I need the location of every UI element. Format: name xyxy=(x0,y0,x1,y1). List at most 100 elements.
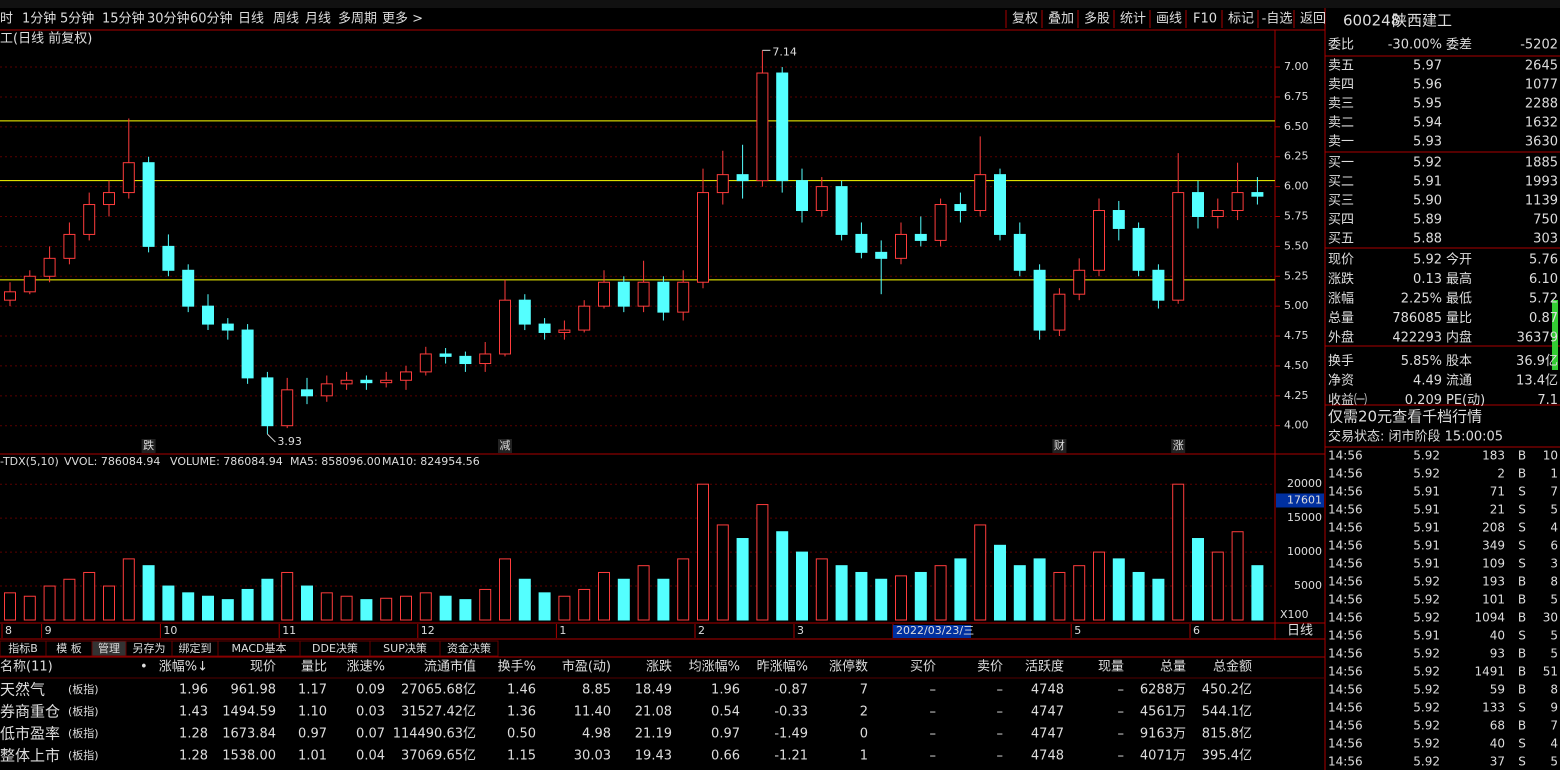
table-cell[interactable]: 1.36 xyxy=(507,705,536,720)
table-header[interactable]: 市盈(动) xyxy=(562,659,611,675)
table-header[interactable]: 涨速% xyxy=(347,660,385,675)
table-cell[interactable]: 0.54 xyxy=(711,705,740,720)
table-cell[interactable]: -1.49 xyxy=(774,727,808,742)
table-cell[interactable]: 0.07 xyxy=(356,727,385,742)
table-cell[interactable]: 27065.68亿 xyxy=(401,683,476,698)
period-button[interactable]: 15分钟 xyxy=(102,11,145,27)
period-button[interactable]: 多周期 xyxy=(338,11,377,27)
table-cell[interactable]: 0 xyxy=(860,727,868,742)
table-cell[interactable]: 1.28 xyxy=(179,749,208,764)
table-cell[interactable]: – xyxy=(930,683,937,698)
tool-button[interactable]: 统计 xyxy=(1120,12,1146,27)
table-cell[interactable]: – xyxy=(1118,683,1125,698)
table-header[interactable]: 现量 xyxy=(1098,660,1124,675)
period-button[interactable]: 60分钟 xyxy=(190,11,233,27)
tab-label[interactable]: 指标B xyxy=(8,641,38,655)
tool-button[interactable]: F10 xyxy=(1193,12,1217,27)
table-cell[interactable]: 0.04 xyxy=(356,749,385,764)
table-header[interactable]: 活跃度 xyxy=(1025,659,1064,675)
table-cell[interactable]: 4561万 xyxy=(1140,705,1186,720)
event-marker[interactable] xyxy=(141,439,156,453)
table-cell[interactable]: 31527.42亿 xyxy=(401,705,476,720)
table-header[interactable]: 换手% xyxy=(498,660,536,675)
table-header[interactable]: 买价 xyxy=(910,660,936,675)
table-cell[interactable]: 7 xyxy=(860,683,868,698)
table-cell[interactable]: 961.98 xyxy=(231,683,277,698)
tool-button[interactable]: 标记 xyxy=(1228,12,1254,27)
table-cell[interactable]: 11.40 xyxy=(574,705,611,720)
table-header[interactable]: 均涨幅% xyxy=(689,660,740,675)
tab-label[interactable]: DDE决策 xyxy=(312,641,358,655)
table-cell[interactable]: 0.50 xyxy=(507,727,536,742)
table-cell[interactable]: – xyxy=(930,705,937,720)
table-header[interactable]: 涨幅%↓ xyxy=(159,660,208,675)
period-button[interactable]: 5分钟 xyxy=(60,11,94,27)
table-cell[interactable]: 1673.84 xyxy=(222,727,276,742)
tool-button[interactable]: 复权 xyxy=(1012,11,1038,27)
table-cell[interactable]: 4747 xyxy=(1031,705,1064,720)
table-cell[interactable]: 544.1亿 xyxy=(1202,705,1252,720)
table-cell[interactable]: 1.01 xyxy=(298,749,327,764)
table-header[interactable]: 现价 xyxy=(250,660,276,675)
table-cell[interactable]: 1.43 xyxy=(179,705,208,720)
table-cell[interactable]: 114490.63亿 xyxy=(393,727,476,742)
tab-label[interactable]: 资金决策 xyxy=(447,641,491,655)
table-cell[interactable]: – xyxy=(997,705,1004,720)
table-cell[interactable]: 0.97 xyxy=(298,727,327,742)
table-cell[interactable]: 395.4亿 xyxy=(1202,749,1252,764)
period-button[interactable]: 周线 xyxy=(273,12,299,27)
table-cell[interactable]: 6288万 xyxy=(1140,683,1186,698)
table-cell[interactable]: – xyxy=(930,727,937,742)
table-cell[interactable]: – xyxy=(1118,705,1125,720)
table-header[interactable]: 涨跌 xyxy=(646,659,672,675)
period-button[interactable]: 1分钟 xyxy=(22,11,56,27)
table-cell[interactable]: 1.28 xyxy=(179,727,208,742)
tool-button[interactable]: -自选 xyxy=(1262,12,1293,27)
table-cell[interactable]: 0.66 xyxy=(711,749,740,764)
table-header[interactable]: 总金额 xyxy=(1213,659,1252,675)
table-header[interactable]: 卖价 xyxy=(977,660,1003,675)
tab-label[interactable]: MACD基本 xyxy=(232,641,287,655)
table-header[interactable]: 流通市值 xyxy=(424,659,476,675)
table-header[interactable]: 名称(11) xyxy=(0,659,53,675)
table-cell[interactable]: 4.98 xyxy=(582,727,611,742)
tool-button[interactable]: 返回 xyxy=(1300,12,1326,27)
tool-button[interactable]: 叠加 xyxy=(1048,12,1074,27)
table-cell[interactable]: 1.96 xyxy=(179,683,208,698)
table-cell[interactable]: 9163万 xyxy=(1140,727,1186,742)
period-button[interactable]: 时 xyxy=(0,12,13,27)
table-cell[interactable]: – xyxy=(930,749,937,764)
table-cell[interactable]: -0.33 xyxy=(774,705,808,720)
tool-button[interactable]: 多股 xyxy=(1084,11,1110,27)
table-cell[interactable]: 8.85 xyxy=(582,683,611,698)
table-cell[interactable]: 2 xyxy=(860,705,868,720)
tab-label[interactable]: 管理 xyxy=(98,641,120,655)
table-header[interactable]: 涨停数 xyxy=(829,659,868,675)
table-cell[interactable]: 1494.59 xyxy=(222,705,276,720)
table-header[interactable]: 总量 xyxy=(1160,660,1186,675)
table-cell[interactable]: 4748 xyxy=(1031,749,1064,764)
table-cell[interactable]: 19.43 xyxy=(635,749,672,764)
table-cell[interactable]: – xyxy=(1118,749,1125,764)
table-header[interactable]: 昨涨幅% xyxy=(757,660,808,675)
table-cell[interactable]: -0.87 xyxy=(774,683,808,698)
table-cell[interactable]: 21.19 xyxy=(635,727,672,742)
table-cell[interactable]: – xyxy=(997,749,1004,764)
table-cell[interactable]: -1.21 xyxy=(774,749,808,764)
table-header[interactable]: 量比 xyxy=(301,660,327,675)
period-button[interactable]: 日线 xyxy=(238,12,264,27)
tab-label[interactable]: 模 板 xyxy=(56,641,82,655)
table-cell[interactable]: 18.49 xyxy=(635,683,672,698)
period-button[interactable]: 更多 > xyxy=(382,11,423,27)
tab-label[interactable]: SUP决策 xyxy=(383,641,427,655)
table-cell[interactable]: 37069.65亿 xyxy=(401,749,476,764)
table-cell[interactable]: – xyxy=(997,727,1004,742)
table-cell[interactable]: 21.08 xyxy=(635,705,672,720)
event-marker[interactable] xyxy=(1171,439,1186,453)
tab[interactable] xyxy=(439,640,499,657)
table-cell[interactable]: 815.8亿 xyxy=(1202,727,1252,742)
table-cell[interactable]: 4748 xyxy=(1031,683,1064,698)
tab-label[interactable]: 另存为 xyxy=(133,641,166,655)
table-cell[interactable]: 4747 xyxy=(1031,727,1064,742)
table-cell[interactable]: – xyxy=(997,683,1004,698)
